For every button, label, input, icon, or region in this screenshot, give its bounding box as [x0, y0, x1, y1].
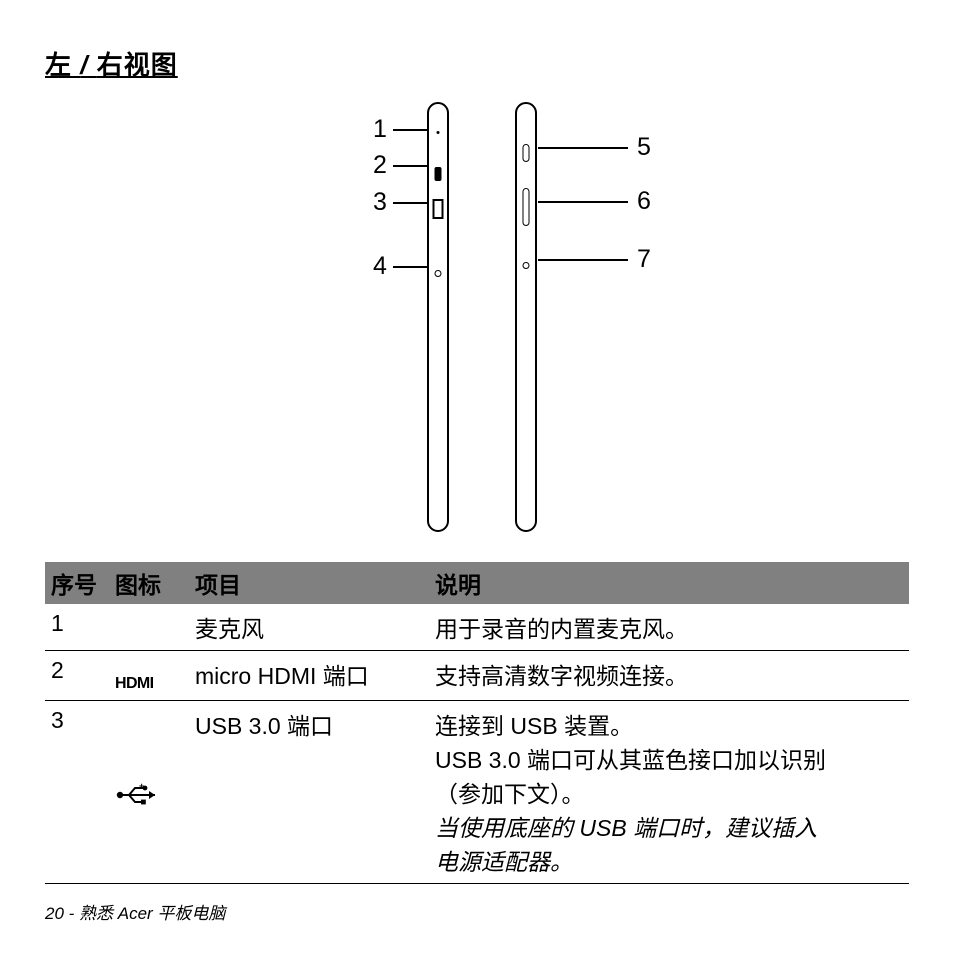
side-dot-icon — [523, 262, 530, 269]
hdmi-port-icon — [435, 167, 442, 181]
desc-line: 连接到 USB 装置。 — [435, 707, 903, 741]
cell-num: 1 — [45, 604, 109, 651]
cell-icon: + — [109, 701, 189, 884]
page-title: 左 / 右视图 — [45, 45, 909, 82]
callout-line — [393, 266, 429, 268]
footer-page-num: 20 - — [45, 904, 74, 923]
microphone-port-icon — [437, 131, 440, 134]
usb-trident-icon: + — [115, 783, 183, 813]
cell-num: 2 — [45, 651, 109, 701]
table-row: 1 麦克风 用于录音的内置麦克风。 — [45, 604, 909, 651]
callout-number: 7 — [637, 245, 651, 274]
callout-line — [393, 165, 429, 167]
callout-number: 2 — [373, 151, 387, 180]
cell-item: micro HDMI 端口 — [189, 651, 429, 701]
cell-item: USB 3.0 端口 — [189, 701, 429, 884]
ports-table: 序号 图标 项目 说明 1 麦克风 用于录音的内置麦克风。 2 HDMI mic… — [45, 562, 909, 884]
cell-desc: 连接到 USB 装置。 USB 3.0 端口可从其蓝色接口加以识别 （参加下文）… — [429, 701, 909, 884]
device-right-side — [515, 102, 537, 532]
title-slash: / — [80, 50, 88, 80]
callout-line — [538, 201, 628, 203]
table-header-row: 序号 图标 项目 说明 — [45, 562, 909, 604]
callout-number: 5 — [637, 133, 651, 162]
header-num: 序号 — [45, 562, 109, 604]
cell-num: 3 — [45, 701, 109, 884]
footer-text: 熟悉 Acer 平板电脑 — [74, 904, 225, 923]
header-item: 项目 — [189, 562, 429, 604]
callout-line — [393, 202, 429, 204]
desc-line-italic: 当使用底座的 USB 端口时，建议插入 — [435, 809, 903, 843]
cell-desc: 支持高清数字视频连接。 — [429, 651, 909, 701]
audio-jack-icon — [435, 270, 442, 277]
callout-number: 4 — [373, 252, 387, 281]
desc-line: USB 3.0 端口可从其蓝色接口加以识别 — [435, 741, 903, 775]
device-left-side — [427, 102, 449, 532]
callout-number: 1 — [373, 115, 387, 144]
title-left: 左 — [45, 50, 72, 80]
header-icon: 图标 — [109, 562, 189, 604]
cell-icon: HDMI — [109, 651, 189, 701]
side-view-diagram: 1 2 3 4 5 6 7 — [45, 92, 909, 532]
cell-icon — [109, 604, 189, 651]
power-button-icon — [523, 144, 530, 162]
desc-line: （参加下文）。 — [435, 775, 903, 809]
title-right: 右视图 — [97, 50, 178, 80]
cell-item: 麦克风 — [189, 604, 429, 651]
svg-text:+: + — [139, 783, 144, 791]
volume-rocker-icon — [523, 188, 530, 226]
table-row: 3 + USB 3.0 端口 连接到 USB 装置。 USB 3.0 端口可从其… — [45, 701, 909, 884]
hdmi-logo-icon: HDMI — [115, 675, 153, 693]
page-footer: 20 - 熟悉 Acer 平板电脑 — [45, 899, 225, 924]
cell-desc: 用于录音的内置麦克风。 — [429, 604, 909, 651]
callout-line — [538, 147, 628, 149]
desc-line-italic: 电源适配器。 — [435, 843, 903, 877]
callout-line — [393, 129, 429, 131]
header-desc: 说明 — [429, 562, 909, 604]
table-row: 2 HDMI micro HDMI 端口 支持高清数字视频连接。 — [45, 651, 909, 701]
usb-port-icon — [433, 199, 444, 219]
callout-line — [538, 259, 628, 261]
callout-number: 6 — [637, 187, 651, 216]
callout-number: 3 — [373, 188, 387, 217]
